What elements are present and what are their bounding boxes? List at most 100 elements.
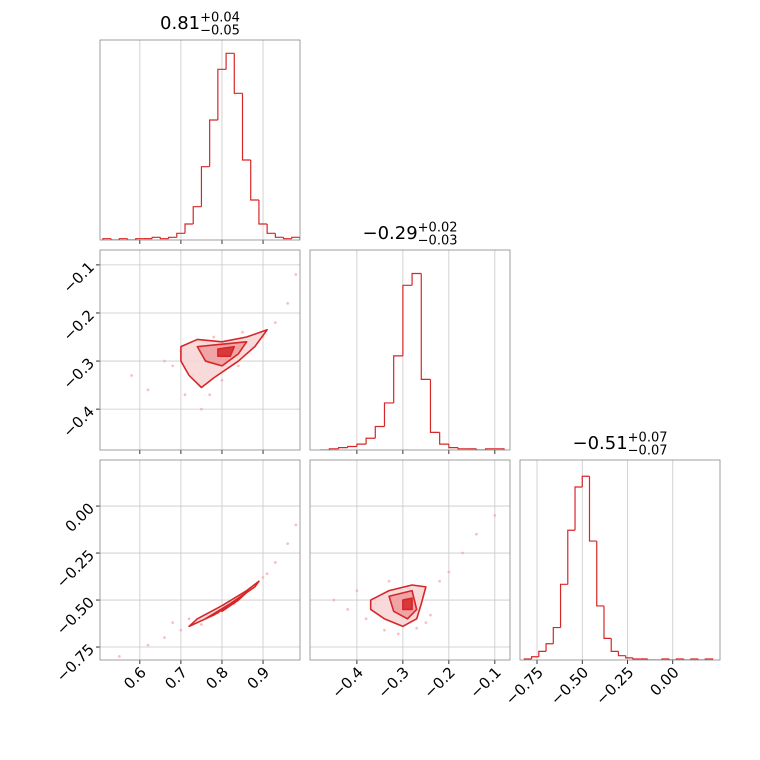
histogram-bin <box>337 447 348 449</box>
title-lower: −0.07 <box>628 444 668 459</box>
y-tick-label: −0.2 <box>60 306 98 344</box>
x-tick-label: −0.50 <box>547 663 592 708</box>
y-tick-label: −0.3 <box>60 354 98 392</box>
sample-point <box>187 617 191 621</box>
sample-point <box>200 407 203 411</box>
histogram-bin <box>102 238 112 240</box>
histogram-bin <box>475 448 486 450</box>
sample-point <box>241 330 244 334</box>
y-tick-label: −0.50 <box>53 593 98 638</box>
sample-point <box>346 608 350 611</box>
sample-point <box>364 617 368 621</box>
histogram-bin <box>588 476 597 542</box>
histogram-bin <box>282 237 292 240</box>
panel: 0.81 +0.04−0.05 <box>99 11 301 244</box>
histogram-bin <box>192 206 202 224</box>
x-tick-label: 0.8 <box>202 663 232 693</box>
sample-point <box>387 579 391 583</box>
x-tick-label: 0.9 <box>243 663 273 693</box>
x-tick-label: 0.6 <box>120 663 150 693</box>
histogram-bin <box>567 529 576 585</box>
x-tick-label: −0.1 <box>466 663 504 701</box>
histogram-bin <box>625 655 633 659</box>
histogram-bin <box>581 475 590 488</box>
histogram-bin <box>596 541 604 607</box>
histogram-bin <box>574 486 583 531</box>
histogram-bin <box>135 238 144 240</box>
axes-frame <box>99 39 301 241</box>
sample-point <box>117 655 121 658</box>
sample-point <box>438 579 442 583</box>
histogram-bin <box>559 583 568 628</box>
title-upper: +0.02 <box>418 221 458 236</box>
sample-point <box>273 321 277 324</box>
histogram-bin <box>347 445 357 448</box>
axes-frame <box>99 249 301 451</box>
y-tick-label: −0.25 <box>53 546 98 591</box>
histogram-bin <box>374 425 385 439</box>
x-tick-label: −0.2 <box>420 663 458 701</box>
histogram-bin <box>167 236 177 239</box>
histogram-bin <box>110 238 120 240</box>
x-tick-label: 0.00 <box>646 663 682 699</box>
panel: −0.75 −0.50 −0.25 0.00 −0.51 +0.07−0.07 <box>502 431 721 709</box>
axes-frame <box>309 249 511 451</box>
sample-point <box>273 561 277 564</box>
sample-point <box>383 628 386 632</box>
histogram-bin <box>420 273 431 381</box>
sample-point <box>183 393 187 397</box>
axes-frame <box>309 459 511 661</box>
histogram-bin <box>159 237 169 240</box>
histogram-bin <box>646 658 655 660</box>
sample-point <box>200 623 203 626</box>
histogram-bin <box>151 236 161 239</box>
histogram-bin <box>118 238 128 240</box>
panel-title: −0.29 <box>362 223 417 244</box>
histogram-bin <box>250 160 259 201</box>
histogram-bin <box>552 626 561 644</box>
x-tick-label: −0.75 <box>502 663 547 708</box>
sample-point <box>265 572 269 576</box>
sample-point <box>332 598 336 602</box>
x-tick-label: −0.4 <box>328 663 366 701</box>
sample-point <box>261 576 265 579</box>
sample-point <box>236 364 240 368</box>
sample-point <box>179 628 183 632</box>
histogram-bin <box>209 119 218 167</box>
histogram-bin <box>617 651 626 657</box>
histogram-bin <box>457 447 468 450</box>
contour <box>217 345 236 358</box>
sample-point <box>396 632 400 636</box>
histogram-bin <box>530 656 539 659</box>
histogram-bin <box>545 643 554 652</box>
title-lower: −0.03 <box>418 234 458 249</box>
sample-point <box>355 589 359 593</box>
histogram-bin <box>126 238 136 240</box>
histogram-bin <box>176 232 186 238</box>
sample-point <box>415 626 419 630</box>
histogram-bin <box>258 200 268 225</box>
histogram-bin <box>610 638 619 652</box>
panel-title: −0.51 <box>572 433 627 454</box>
histogram-bin <box>697 658 706 660</box>
histogram-bin <box>383 402 394 427</box>
y-tick-label: −0.1 <box>60 258 98 296</box>
sample-point <box>212 335 216 339</box>
panel-title: 0.81 <box>160 13 200 34</box>
sample-point <box>493 514 497 517</box>
histogram-bin <box>439 432 449 445</box>
sample-point <box>171 364 175 368</box>
y-tick-label: 0.00 <box>62 499 98 535</box>
histogram-bin <box>668 658 677 660</box>
histogram-bin <box>429 379 440 433</box>
contour <box>402 597 413 611</box>
y-tick-label: −0.4 <box>60 402 98 440</box>
panel: −0.1 −0.2 −0.3 −0.4 <box>60 249 301 454</box>
histogram-bin <box>217 68 227 120</box>
histogram-bin <box>233 53 243 94</box>
title-upper: +0.07 <box>628 431 668 446</box>
x-tick-label: −0.25 <box>592 663 637 708</box>
sample-point <box>220 378 224 382</box>
histogram-bin <box>225 52 235 70</box>
sample-point <box>424 621 428 624</box>
